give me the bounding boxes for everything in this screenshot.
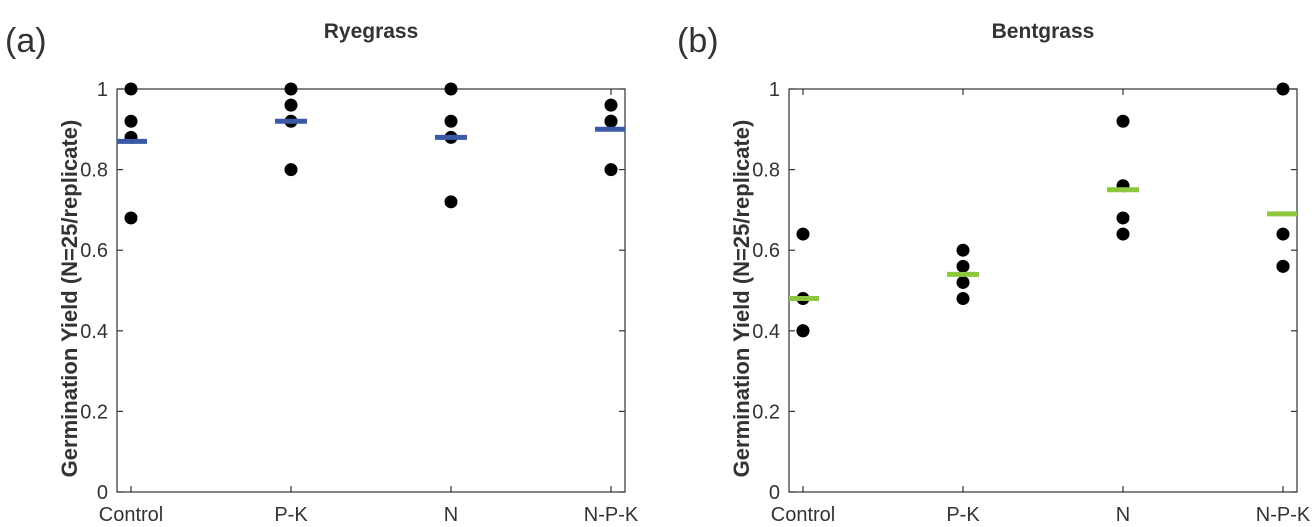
y-tick-label: 0.4	[80, 321, 108, 343]
panel-label: (a)	[5, 22, 47, 60]
data-point	[956, 259, 970, 273]
data-point	[956, 243, 970, 257]
y-tick-label: 0.8	[752, 160, 780, 182]
data-point	[796, 324, 810, 338]
data-point	[604, 98, 618, 112]
data-point	[604, 163, 618, 177]
data-point	[1276, 227, 1290, 241]
data-point	[124, 211, 138, 225]
data-point	[444, 114, 458, 128]
y-axis-label: Germination Yield (N=25/replicate)	[57, 120, 82, 478]
x-tick-label: N-P-K	[584, 504, 639, 526]
data-point	[1116, 227, 1130, 241]
data-point	[444, 195, 458, 209]
x-tick-label: N	[1116, 504, 1130, 526]
y-tick-label: 0.6	[752, 240, 780, 262]
x-tick-label: Control	[99, 504, 163, 526]
data-point	[796, 227, 810, 241]
data-point	[284, 98, 298, 112]
y-tick-label: 1	[769, 79, 780, 101]
y-tick-label: 0	[769, 482, 780, 504]
data-point	[1116, 114, 1130, 128]
x-tick-label: P-K	[274, 504, 308, 526]
x-tick-label: N-P-K	[1256, 504, 1311, 526]
data-point	[1116, 211, 1130, 225]
plot-frame	[116, 88, 626, 493]
y-tick-label: 0.6	[80, 240, 108, 262]
data-point	[1276, 82, 1290, 96]
panel-label: (b)	[677, 22, 719, 60]
data-point	[604, 114, 618, 128]
data-point	[124, 114, 138, 128]
data-point	[956, 292, 970, 306]
y-axis-label: Germination Yield (N=25/replicate)	[729, 120, 754, 478]
x-tick-label: N	[444, 504, 458, 526]
y-tick-label: 0.8	[80, 160, 108, 182]
data-point	[1276, 259, 1290, 273]
data-point	[284, 82, 298, 96]
y-tick-label: 0.2	[752, 401, 780, 423]
y-tick-label: 1	[97, 79, 108, 101]
x-tick-label: Control	[771, 504, 835, 526]
y-tick-label: 0.4	[752, 321, 780, 343]
data-point	[284, 163, 298, 177]
data-point	[444, 82, 458, 96]
data-point	[956, 275, 970, 289]
chart-title: Bentgrass	[992, 20, 1095, 43]
data-point	[124, 82, 138, 96]
y-tick-label: 0	[97, 482, 108, 504]
y-tick-label: 0.2	[80, 401, 108, 423]
chart-title: Ryegrass	[324, 20, 419, 43]
plot-frame	[788, 88, 1298, 493]
x-tick-label: P-K	[946, 504, 980, 526]
